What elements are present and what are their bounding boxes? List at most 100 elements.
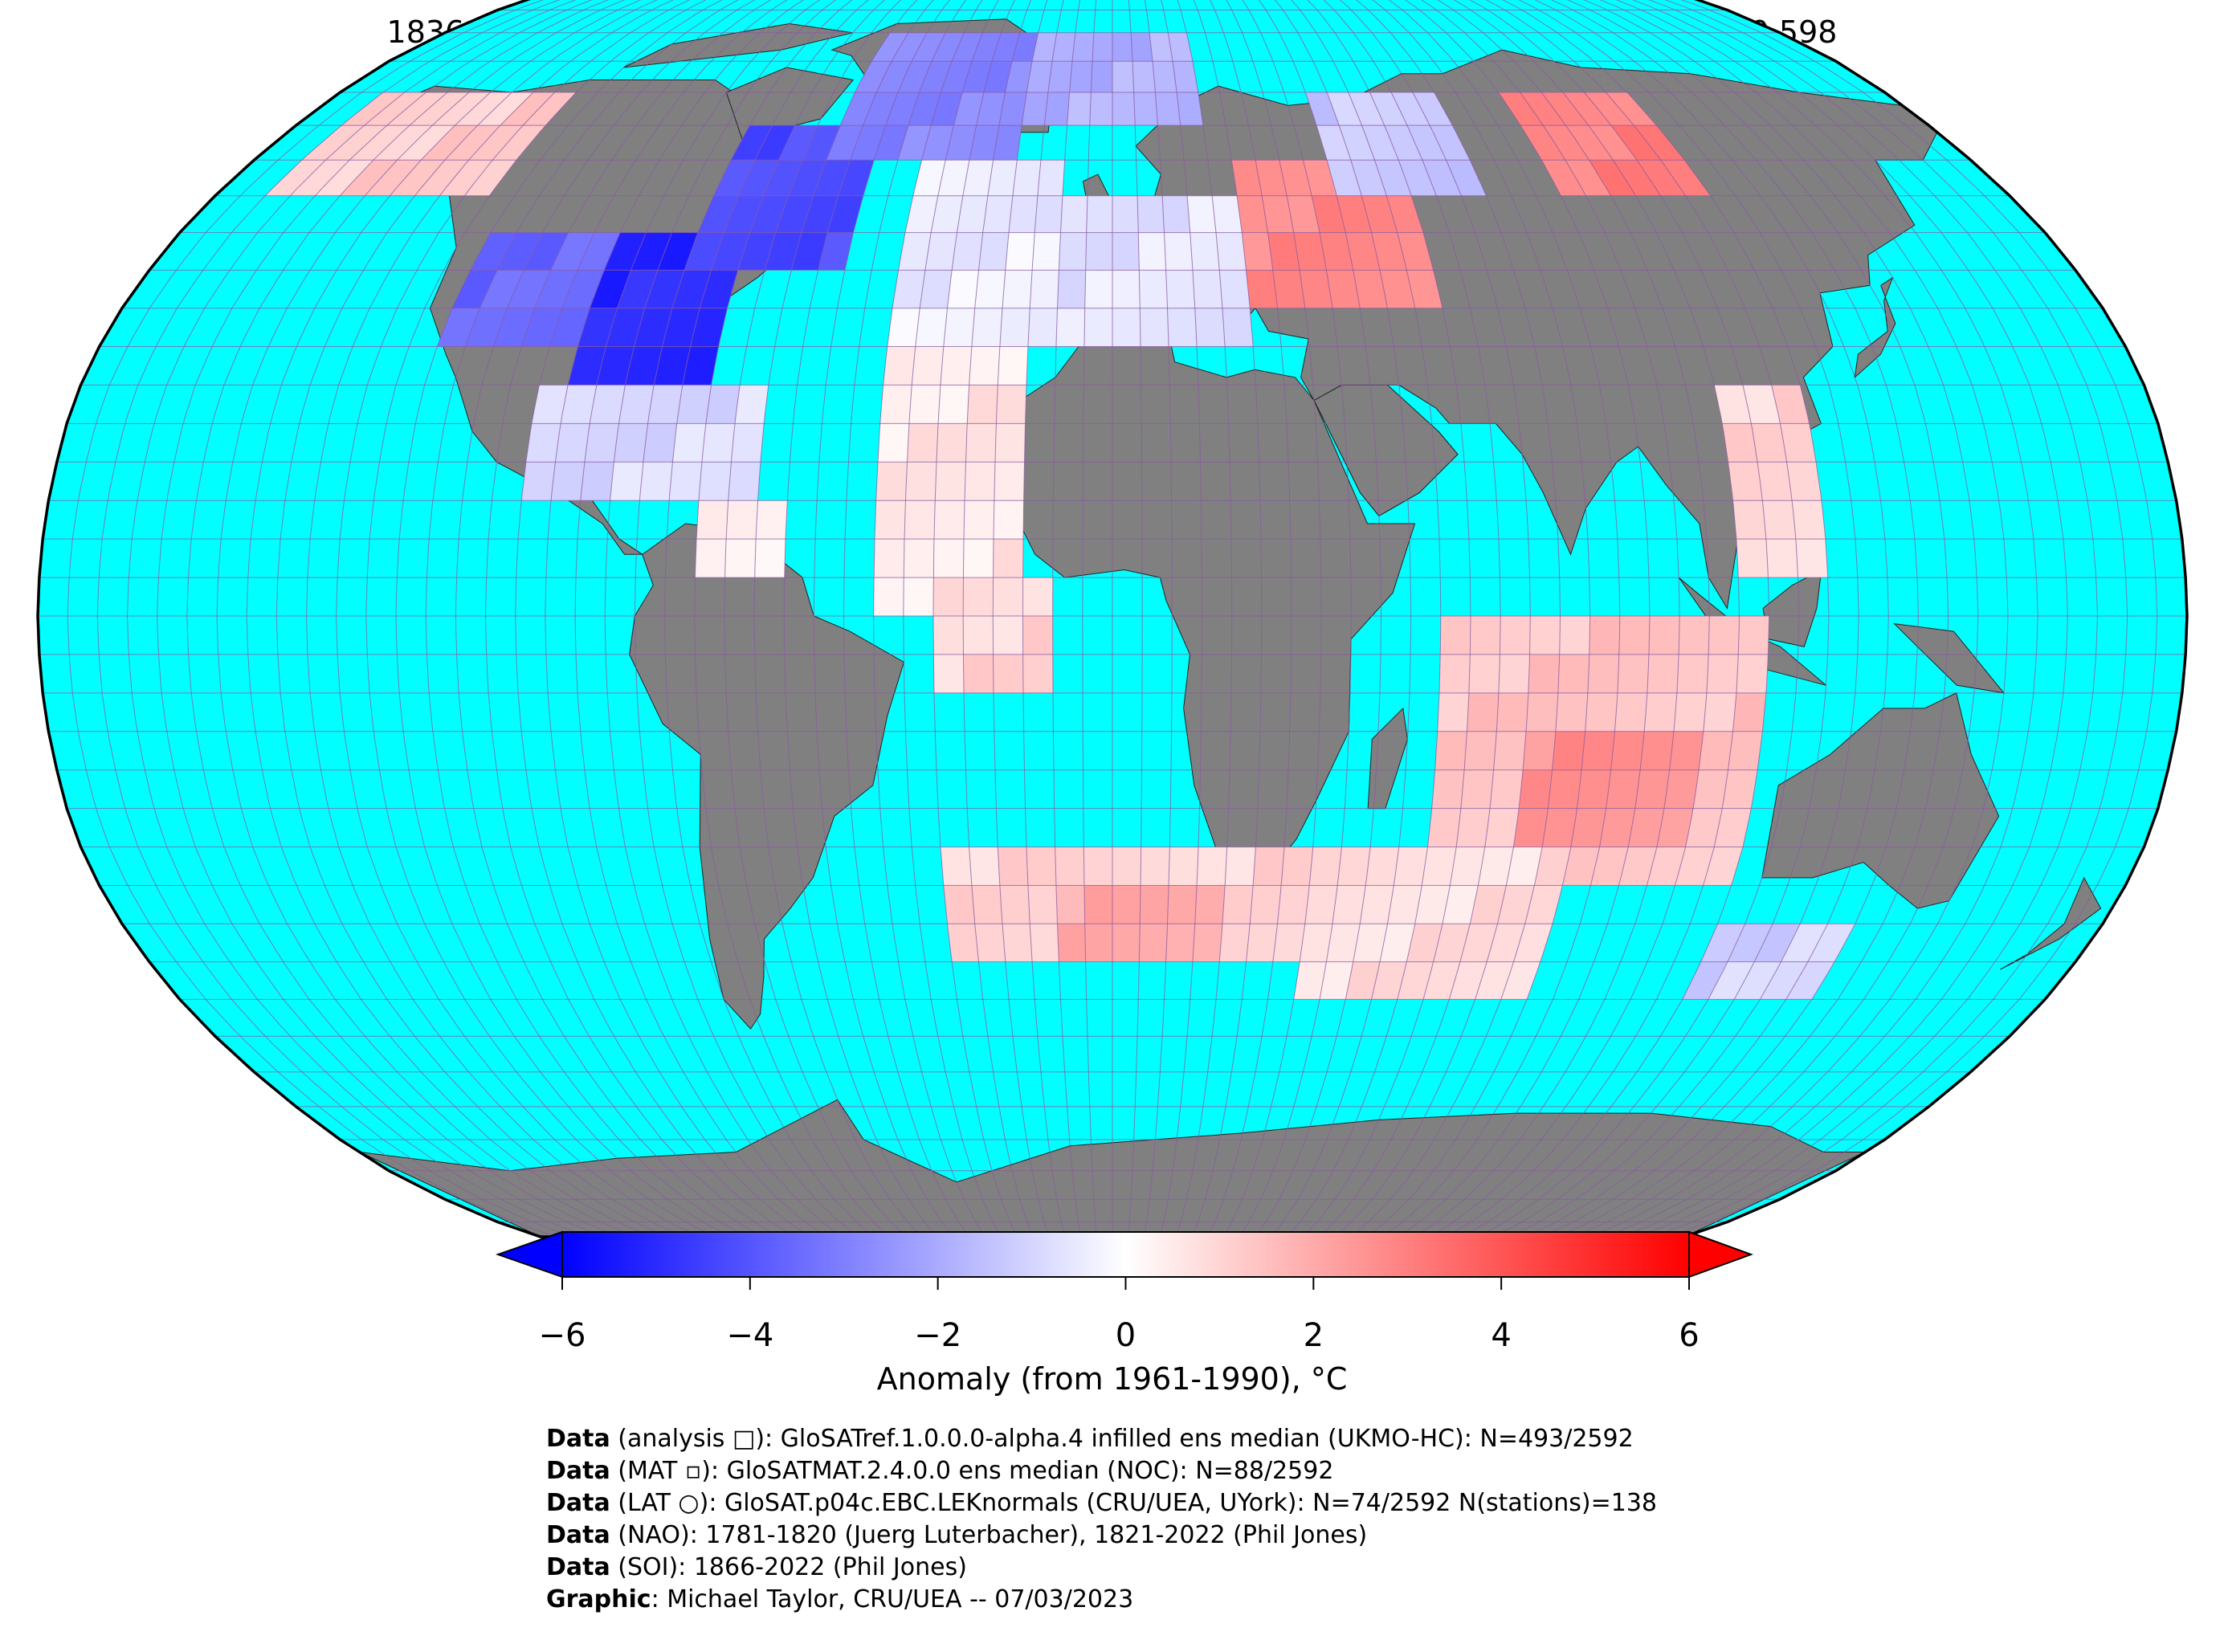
anomaly-cell — [1562, 846, 1600, 886]
anomaly-cell — [897, 125, 932, 161]
anomaly-cell — [887, 308, 920, 347]
anomaly-cell — [1032, 232, 1061, 271]
anomaly-cell — [479, 270, 524, 308]
anomaly-cell — [791, 232, 828, 271]
anomaly-cell — [904, 539, 934, 578]
anomaly-cell — [875, 500, 906, 540]
anomaly-cell — [492, 125, 546, 161]
anomaly-cell — [1406, 270, 1443, 308]
anomaly-cell — [1427, 808, 1461, 847]
anomaly-cell — [1190, 232, 1220, 271]
anomaly-cell — [1513, 808, 1549, 847]
anomaly-cell — [965, 423, 997, 463]
anomaly-cell — [1084, 270, 1112, 308]
credit-line: Data (NAO): 1781-1820 (Juerg Luterbacher… — [546, 1519, 1657, 1552]
anomaly-cell — [1348, 92, 1385, 126]
anomaly-cell — [1055, 308, 1085, 347]
anomaly-cell — [522, 92, 577, 126]
anomaly-cell — [1439, 654, 1471, 693]
anomaly-cell — [935, 462, 966, 501]
anomaly-cell — [908, 385, 941, 424]
anomaly-cell — [1548, 769, 1582, 809]
anomaly-cell — [1664, 769, 1700, 809]
anomaly-cell — [1002, 924, 1033, 962]
anomaly-cell — [1647, 846, 1686, 886]
anomaly-cell — [931, 92, 962, 126]
anomaly-cell — [1493, 731, 1527, 770]
anomaly-cell — [1169, 846, 1198, 886]
credit-line: Data (SOI): 1866-2022 (Phil Jones) — [546, 1552, 1657, 1584]
anomaly-cell — [1513, 924, 1553, 962]
anomaly-cell — [549, 308, 590, 347]
credit-label: Data — [546, 1553, 610, 1581]
anomaly-cell — [1272, 270, 1305, 308]
anomaly-cell — [1059, 232, 1087, 271]
anomaly-cell — [963, 577, 994, 616]
anomaly-cell — [1714, 385, 1752, 424]
anomaly-cell — [1542, 808, 1577, 847]
globe-outline — [36, 0, 2189, 1238]
anomaly-cell — [1394, 846, 1428, 886]
anomaly-cell — [1470, 885, 1507, 924]
anomaly-cell — [1327, 160, 1362, 196]
anomaly-cell — [1523, 731, 1556, 770]
anomaly-cell — [672, 270, 712, 308]
anomaly-cell — [931, 195, 963, 233]
anomaly-cell — [1173, 61, 1198, 92]
anomaly-cell — [1187, 195, 1216, 233]
anomaly-cell — [1497, 885, 1535, 924]
anomaly-cell — [999, 308, 1030, 347]
anomaly-cell — [892, 270, 925, 308]
anomaly-cell — [945, 125, 977, 161]
anomaly-cell — [339, 160, 398, 196]
anomaly-cell — [1112, 885, 1141, 924]
anomaly-cell — [1371, 232, 1407, 271]
anomaly-cell — [373, 125, 432, 161]
anomaly-cell — [1380, 270, 1415, 308]
anomaly-cell — [525, 423, 561, 463]
anomaly-cell — [1139, 924, 1168, 962]
anomaly-cell — [1506, 846, 1543, 886]
anomaly-cell — [883, 346, 916, 385]
anomaly-cell — [1434, 731, 1467, 770]
anomaly-cell — [1027, 308, 1058, 347]
anomaly-cell — [1326, 924, 1361, 962]
anomaly-cell — [431, 92, 491, 126]
anomaly-cell — [606, 308, 645, 347]
anomaly-cell — [1529, 616, 1561, 655]
anomaly-cell — [937, 160, 969, 196]
anomaly-cell — [991, 32, 1020, 62]
anomaly-cell — [1250, 885, 1282, 924]
anomaly-cell — [1449, 961, 1487, 1000]
anomaly-cell — [1044, 92, 1070, 126]
anomaly-cell — [1281, 846, 1313, 886]
anomaly-cell — [983, 61, 1012, 92]
anomaly-cell — [1387, 885, 1422, 924]
anomaly-cell — [1754, 924, 1801, 962]
anomaly-cell — [905, 462, 937, 501]
anomaly-cell — [915, 308, 948, 347]
anomaly-cell — [325, 125, 387, 161]
anomaly-cell — [1557, 654, 1589, 693]
anomaly-cell — [1009, 195, 1038, 233]
anomaly-cell — [639, 462, 673, 501]
anomaly-cell — [904, 195, 938, 233]
colorbar-tick-label: 2 — [1303, 1317, 1324, 1354]
anomaly-cell — [1656, 808, 1694, 847]
credit-label: Data — [546, 1457, 610, 1485]
anomaly-cell — [1590, 846, 1629, 886]
anomaly-cell — [1808, 924, 1855, 962]
anomaly-cell — [938, 385, 969, 424]
anomaly-cell — [1736, 539, 1769, 578]
anomaly-cell — [1246, 924, 1278, 962]
anomaly-cell — [1757, 462, 1793, 501]
land-baffin — [725, 67, 855, 140]
anomaly-cell — [397, 125, 455, 161]
anomaly-cell — [933, 616, 964, 655]
anomaly-cell — [1026, 846, 1056, 886]
anomaly-cell — [1669, 731, 1704, 770]
anomaly-cell — [998, 92, 1027, 126]
anomaly-cell — [1162, 195, 1190, 233]
anomaly-cell — [1092, 32, 1112, 62]
colorbar-extend-high — [1688, 1230, 1753, 1279]
